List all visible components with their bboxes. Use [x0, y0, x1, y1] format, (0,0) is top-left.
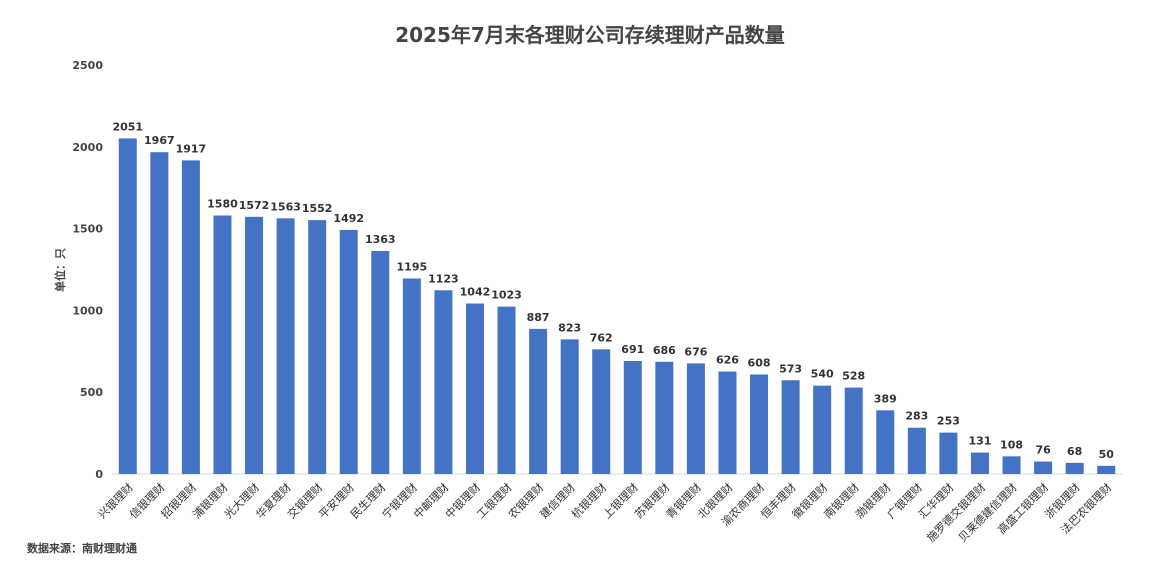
bar	[907, 427, 926, 474]
bar-value-label: 686	[653, 344, 676, 357]
category-labels-group: 兴银理财信银理财招银理财浦银理财光大理财华夏理财交银理财平安理财民生理财宁银理财…	[95, 480, 1114, 544]
bar	[529, 328, 548, 474]
bar-value-label: 608	[748, 357, 771, 370]
bar	[497, 306, 516, 474]
bar	[655, 361, 674, 474]
y-tick-label: 500	[80, 386, 103, 399]
bar-value-label: 573	[779, 362, 802, 375]
bar	[434, 290, 453, 474]
bar-value-label: 283	[905, 410, 928, 423]
bar	[181, 160, 200, 475]
bar	[1065, 462, 1084, 474]
bar-value-label: 1580	[207, 198, 238, 211]
bar	[371, 251, 390, 474]
bar	[339, 229, 358, 474]
bar	[781, 380, 800, 474]
data-source-note: 数据来源：南财理财通	[27, 541, 137, 555]
bar	[1002, 456, 1021, 474]
bar-value-label: 1967	[144, 134, 175, 147]
bar	[844, 387, 863, 474]
bar-value-label: 762	[590, 331, 613, 344]
bar	[686, 363, 705, 474]
bar	[813, 385, 832, 474]
bar	[1034, 461, 1053, 474]
y-axis-label: 单位：只	[53, 248, 67, 292]
bar-value-label: 1123	[428, 272, 459, 285]
bar	[970, 452, 989, 474]
bar	[245, 216, 264, 474]
bar	[276, 218, 295, 474]
bar-value-label: 253	[937, 415, 960, 428]
bar	[876, 410, 895, 474]
bar-value-label: 131	[968, 435, 991, 448]
bar-value-label: 1363	[365, 233, 396, 246]
bar-value-label: 68	[1067, 445, 1082, 458]
bar-value-label: 1023	[491, 289, 522, 302]
bar-value-label: 1572	[239, 199, 270, 212]
bar	[402, 278, 421, 474]
bar	[308, 220, 327, 474]
bar	[118, 138, 137, 474]
bars-group	[118, 138, 1116, 475]
bar-value-label: 76	[1035, 444, 1051, 457]
bar	[213, 215, 232, 474]
bar-value-label: 1552	[302, 202, 333, 215]
bar-value-label: 887	[527, 311, 550, 324]
bar-value-label: 2051	[112, 120, 143, 133]
bar-value-label: 1563	[270, 200, 301, 213]
bar	[750, 374, 769, 474]
bar-value-label: 1195	[397, 260, 428, 273]
bar	[1097, 465, 1116, 474]
bar-value-label: 1917	[176, 142, 207, 155]
y-tick-label: 0	[95, 468, 103, 481]
bar-value-label: 108	[1000, 438, 1023, 451]
bar-value-label: 389	[874, 392, 897, 405]
bar-value-label: 528	[842, 370, 865, 383]
bar	[560, 339, 579, 474]
bar-value-label: 626	[716, 354, 739, 367]
y-tick-label: 1500	[72, 223, 103, 236]
y-tick-label: 1000	[72, 304, 103, 317]
bar-value-label: 1492	[333, 212, 364, 225]
bar-value-label: 1042	[460, 286, 491, 299]
bar	[623, 360, 642, 474]
bar	[939, 432, 958, 474]
bar-value-label: 823	[558, 321, 581, 334]
bar-value-label: 540	[811, 368, 834, 381]
chart-title: 2025年7月末各理财公司存续理财产品数量	[395, 23, 785, 47]
y-axis-ticks: 0 500 1000 1500 2000 2500	[72, 59, 103, 481]
bar	[718, 371, 737, 474]
bar	[592, 349, 611, 474]
bar	[465, 303, 484, 474]
bar	[150, 152, 169, 475]
bar-value-label: 50	[1099, 448, 1115, 461]
y-tick-label: 2000	[72, 141, 103, 154]
bar-value-label: 676	[684, 345, 707, 358]
bar-value-label: 691	[621, 343, 644, 356]
y-tick-label: 2500	[72, 59, 103, 72]
